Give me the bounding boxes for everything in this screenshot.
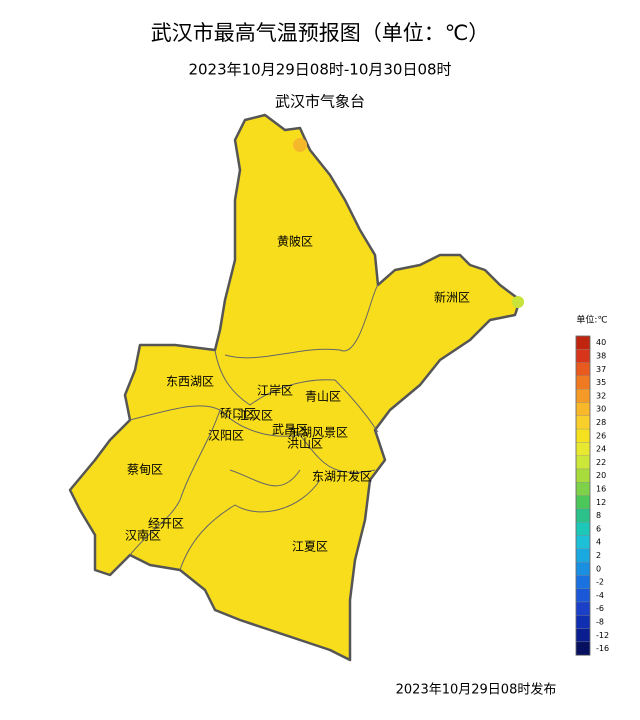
footer: 2023年10月29日08时发布 xyxy=(396,682,557,698)
legend-swatch xyxy=(575,575,591,589)
district-label: 江汉区 xyxy=(237,409,273,423)
legend-label: 16 xyxy=(596,484,606,493)
legend-swatch xyxy=(575,628,591,643)
legend-label: -4 xyxy=(596,591,604,600)
legend-label: 0 xyxy=(596,564,601,573)
legend-label: -8 xyxy=(596,617,604,626)
district-label: 黄陂区 xyxy=(277,234,313,249)
cool-spot xyxy=(512,296,524,308)
legend-label: 35 xyxy=(596,378,606,387)
legend-swatch xyxy=(575,508,591,523)
district-label: 汉南区 xyxy=(125,528,161,543)
period: 2023年10月29日08时-10月30日08时 xyxy=(188,61,451,79)
legend-swatch xyxy=(575,375,591,390)
legend-label: 4 xyxy=(596,538,601,547)
legend-label: -12 xyxy=(596,631,609,640)
legend-label: 24 xyxy=(596,445,606,454)
legend-swatch xyxy=(575,601,591,616)
warm-spot xyxy=(293,138,307,152)
issuer: 武汉市气象台 xyxy=(275,93,365,111)
legend-label: 40 xyxy=(596,338,606,347)
legend-swatch xyxy=(575,402,591,416)
legend-label: 22 xyxy=(596,458,606,467)
legend-swatch xyxy=(575,428,591,443)
legend-label: 26 xyxy=(596,431,606,440)
district-label: 青山区 xyxy=(305,390,341,404)
legend-label: 2 xyxy=(596,551,601,560)
legend-label: 32 xyxy=(596,391,606,400)
legend-swatch xyxy=(575,548,591,563)
legend-swatch xyxy=(575,455,591,470)
district-label: 江岸区 xyxy=(257,384,293,398)
district-label: 东湖开发区 xyxy=(312,469,372,484)
legend-label: 28 xyxy=(596,418,606,427)
legend-label: -16 xyxy=(596,644,609,653)
district-label: 东西湖区 xyxy=(166,374,214,389)
legend-swatch xyxy=(575,442,591,456)
legend-swatch xyxy=(575,362,591,377)
legend-swatch xyxy=(575,615,591,629)
legend-swatch xyxy=(575,335,591,350)
district-label: 硚口区 xyxy=(220,407,256,421)
legend-label: 8 xyxy=(596,511,601,520)
wuhan-map xyxy=(68,113,522,662)
legend-swatch xyxy=(575,588,591,603)
district-label: 东湖风景区 xyxy=(288,425,348,440)
legend-label: -2 xyxy=(596,578,604,587)
legend-label: 38 xyxy=(596,351,606,360)
legend-swatch xyxy=(575,522,591,536)
district-label: 经开区 xyxy=(148,517,184,531)
legend-label: 12 xyxy=(596,498,606,507)
title: 武汉市最高气温预报图（单位：℃） xyxy=(151,21,490,45)
legend-label: 37 xyxy=(596,365,606,374)
district-label: 武昌区 xyxy=(272,423,308,437)
legend-swatch xyxy=(575,641,591,656)
district-label: 江夏区 xyxy=(292,540,328,554)
legend-frame xyxy=(575,335,591,656)
legend-swatch xyxy=(575,561,591,576)
legend-swatch xyxy=(575,415,591,430)
legend-label: 30 xyxy=(596,405,606,414)
district-borders xyxy=(129,284,379,571)
district-label: 新洲区 xyxy=(434,290,470,305)
legend: 单位:℃ 4038373532302826242220161286420-2-4… xyxy=(575,314,609,656)
legend-swatch xyxy=(575,535,591,549)
legend-swatch xyxy=(575,468,591,483)
legend-label: 20 xyxy=(596,471,606,480)
legend-swatch xyxy=(575,482,591,496)
legend-swatch xyxy=(575,349,591,363)
legend-label: 6 xyxy=(596,524,601,533)
legend-swatch xyxy=(575,495,591,510)
legend-swatch xyxy=(575,389,591,403)
legend-title: 单位:℃ xyxy=(576,314,607,326)
district-label: 洪山区 xyxy=(287,437,323,451)
district-label: 汉阳区 xyxy=(208,429,244,443)
district-label: 蔡甸区 xyxy=(127,463,163,477)
legend-label: -6 xyxy=(596,604,604,613)
